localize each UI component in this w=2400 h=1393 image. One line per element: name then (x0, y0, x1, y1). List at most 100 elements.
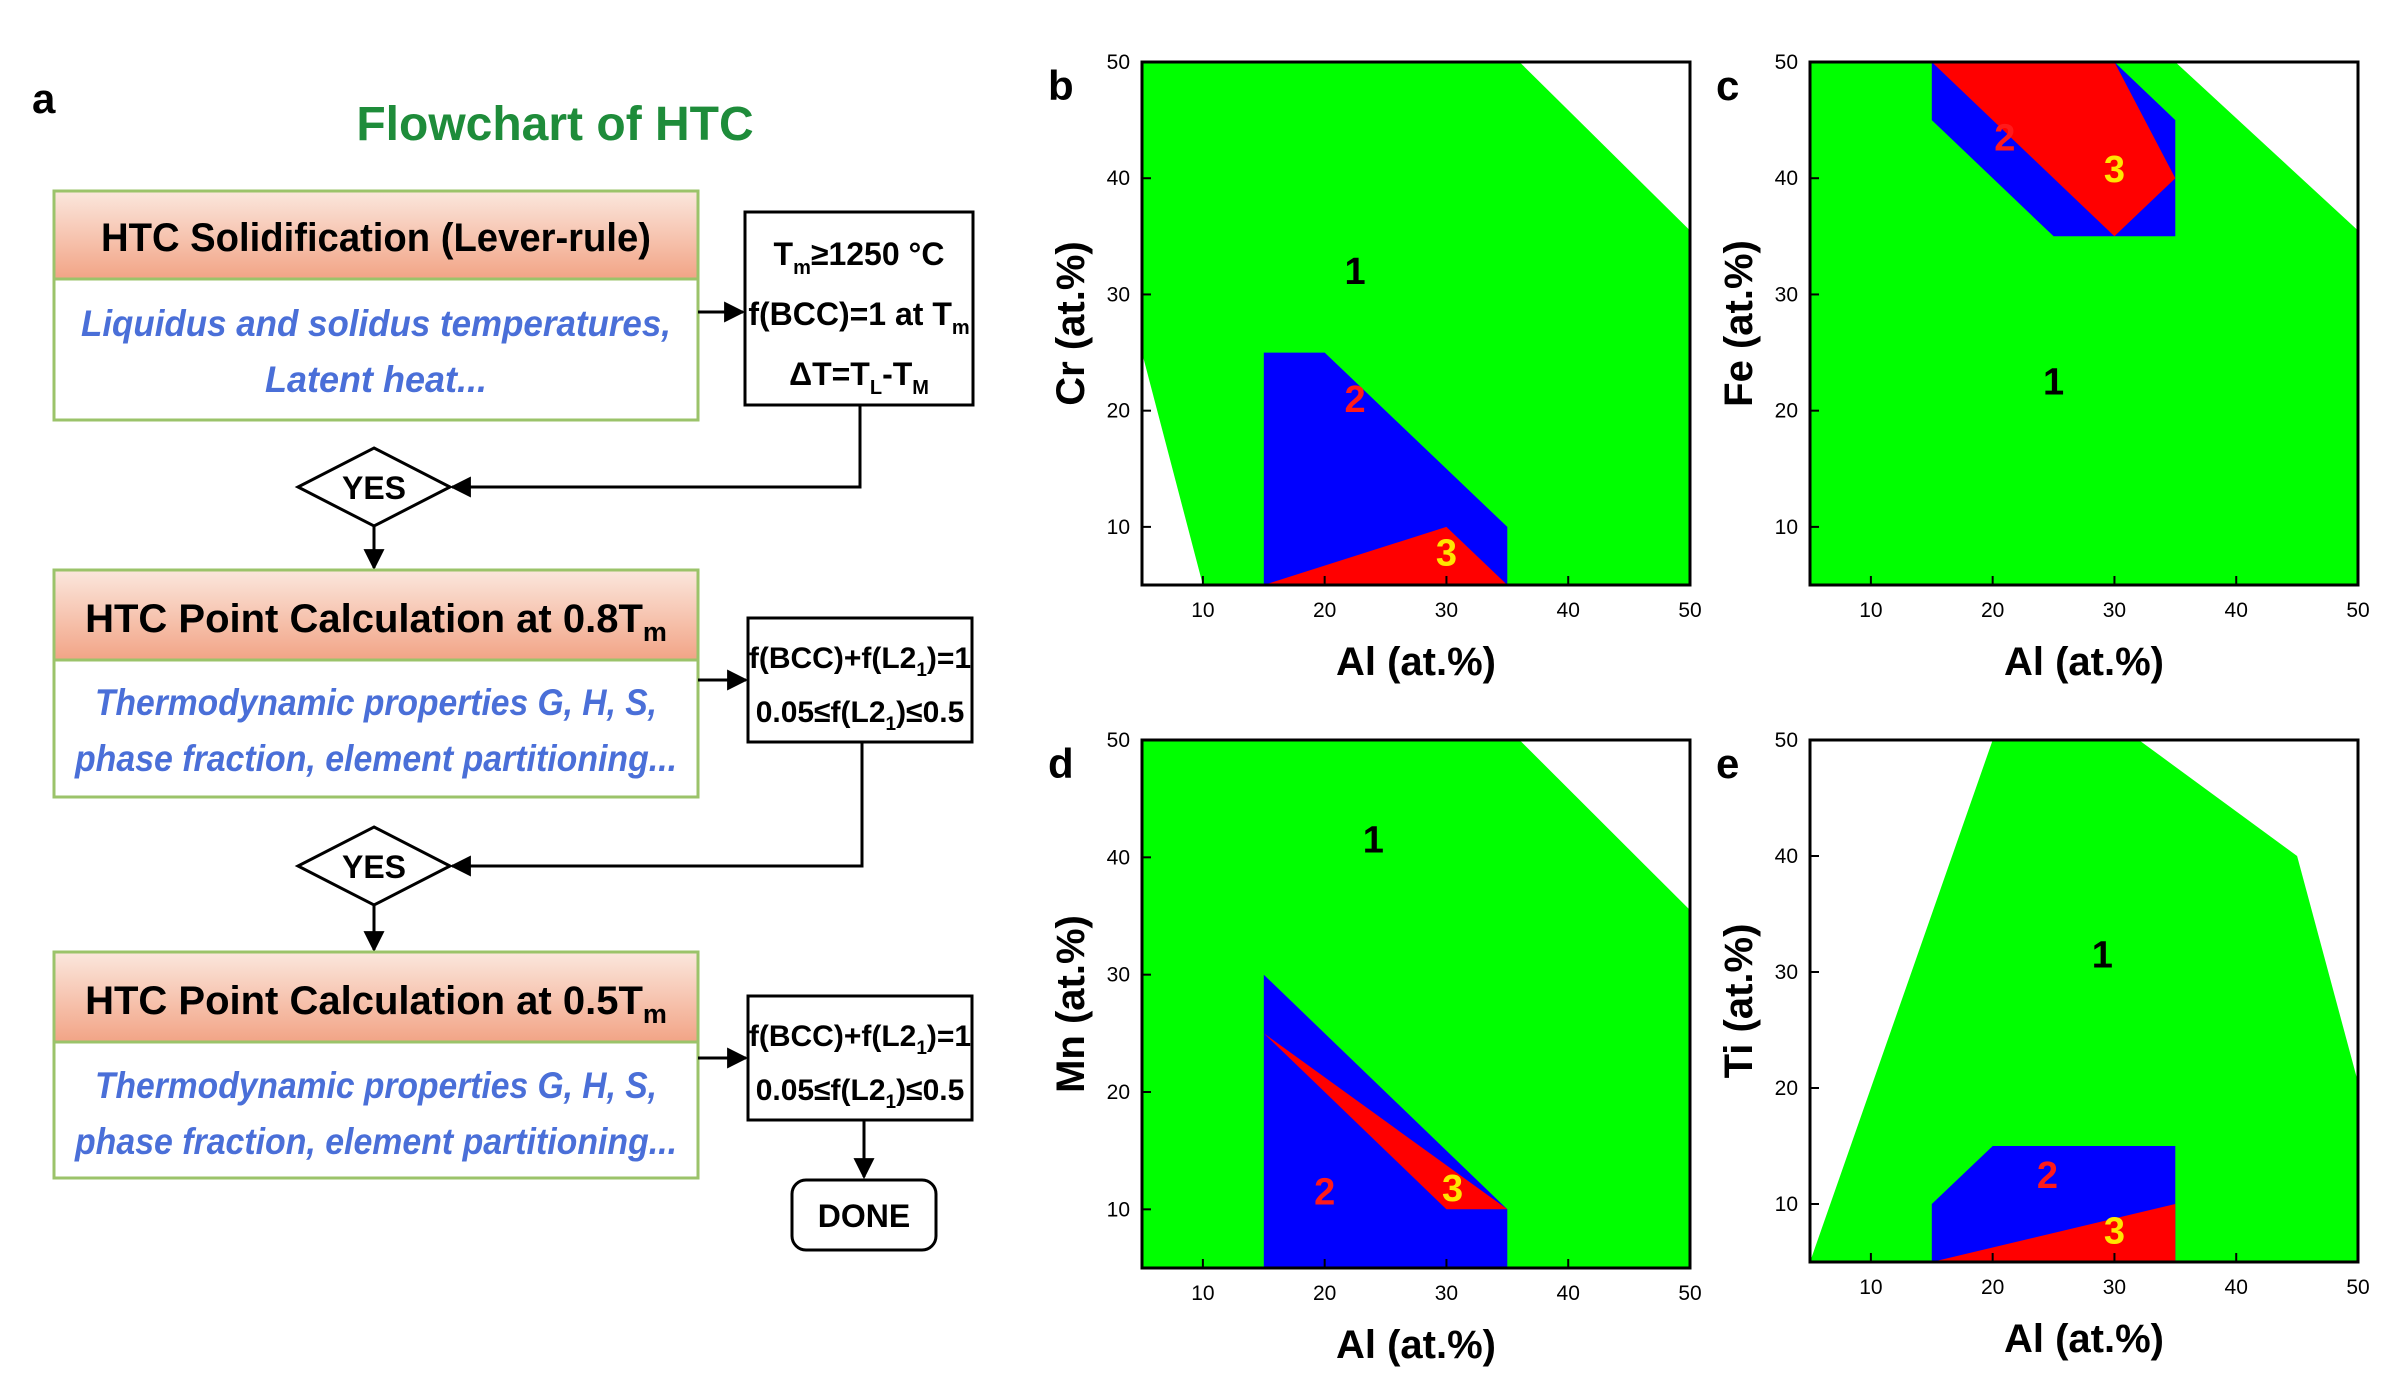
y-tick-label: 20 (1107, 1081, 1130, 1104)
x-tick-label: 40 (1557, 1282, 1580, 1305)
step-1-body-line-2: Latent heat... (265, 359, 487, 400)
region-3-label: 3 (2104, 1211, 2125, 1253)
x-tick-label: 40 (1557, 599, 1580, 622)
y-tick-label: 30 (1775, 283, 1798, 306)
criteria-seg: 1 (886, 714, 897, 735)
step-3-body-box (52, 1040, 700, 1180)
region-1-label: 1 (2092, 935, 2113, 977)
done-label: DONE (818, 1198, 910, 1234)
criteria-seg: f(BCC)+f(L2 (749, 642, 916, 675)
panel-label-c: c (1716, 62, 1739, 109)
x-tick-label: 50 (2346, 1276, 2369, 1299)
panel-label-e: e (1716, 740, 1739, 787)
x-axis-label: Al (at.%) (1336, 640, 1496, 684)
criteria-seg: )≤0.5 (896, 1074, 964, 1107)
step-2-body-line-1: Thermodynamic properties G, H, S, (95, 682, 657, 723)
criteria-box-3 (746, 994, 974, 1122)
region-1-label: 1 (1363, 820, 1384, 862)
criteria-seg: 1 (886, 1092, 897, 1113)
chart-b: 1 2 3 10 20 30 40 50 10 20 30 40 50 Al (at.%) Cr (at.%… (1048, 51, 1702, 684)
step-point-0.8: HTC Point Calculation at 0.8Tm Thermodyn… (52, 568, 974, 953)
x-tick-label: 30 (1435, 1282, 1458, 1305)
criteria-seg: )=1 (927, 1020, 971, 1053)
y-tick-label: 50 (1107, 729, 1130, 752)
y-tick-label: 50 (1775, 51, 1798, 74)
x-tick-label: 20 (1981, 1276, 2004, 1299)
criteria-seg: )=1 (927, 642, 971, 675)
region-3-area (1931, 1204, 2176, 1262)
criteria-3-line-1: f(BCC)+f(L21)=1 (749, 1020, 971, 1059)
criteria-seg: )≤0.5 (896, 696, 964, 729)
region-3-label: 3 (1436, 532, 1457, 574)
criteria-box-1 (743, 210, 975, 407)
x-tick-label: 50 (2346, 599, 2369, 622)
region-1-area (1810, 62, 2358, 585)
x-tick-label: 10 (1859, 1276, 1882, 1299)
criteria-seg: 1 (916, 1038, 927, 1059)
y-tick-label: 20 (1775, 400, 1798, 423)
region-1-label: 1 (1345, 251, 1366, 293)
x-tick-label: 30 (1435, 599, 1458, 622)
arrow-criteria2-to-yes (449, 742, 864, 877)
step-1-header-box (52, 189, 700, 281)
criteria-3-line-2: 0.05≤f(L21)≤0.5 (756, 1074, 965, 1113)
step-1-body-box (52, 277, 700, 422)
step-1-header: HTC Solidification (Lever-rule) (101, 216, 651, 260)
y-tick-label: 30 (1107, 283, 1130, 306)
x-tick-label: 50 (1678, 599, 1701, 622)
y-axis-label: Cr (at.%) (1049, 241, 1093, 405)
region-2-label: 2 (1994, 118, 2015, 160)
decision-1-label: YES (342, 470, 406, 506)
region-2-area (1263, 352, 1508, 585)
x-tick-label: 30 (2103, 599, 2126, 622)
criteria-seg: 0.05≤f(L2 (756, 1074, 886, 1107)
x-tick-label: 40 (2225, 599, 2248, 622)
region-1-area (1810, 740, 2358, 1262)
y-tick-label: 10 (1775, 1193, 1798, 1216)
step-2-body-line-2: phase fraction, element partitioning... (74, 738, 677, 779)
y-tick-label: 30 (1107, 964, 1130, 987)
criteria-seg: -T (882, 356, 913, 392)
criteria-seg: L (870, 377, 882, 399)
panel-label-a: a (32, 75, 56, 122)
criteria-1-line-3: ΔT=TL-TM (789, 356, 929, 399)
step-3-body-line-1: Thermodynamic properties G, H, S, (95, 1065, 657, 1106)
criteria-box-2 (746, 616, 974, 744)
decision-2-label: YES (342, 849, 406, 885)
y-tick-label: 40 (1775, 167, 1798, 190)
x-tick-label: 30 (2103, 1276, 2126, 1299)
y-tick-label: 10 (1107, 1198, 1130, 1221)
plot-frame (1140, 738, 1692, 1270)
criteria-seg: ≥1250 °C (811, 236, 945, 272)
step-3-body-line-2: phase fraction, element partitioning... (74, 1121, 677, 1162)
criteria-1-line-1: Tm≥1250 °C (774, 236, 945, 279)
x-tick-label: 10 (1859, 599, 1882, 622)
flowchart-title: Flowchart of HTC (356, 98, 753, 151)
criteria-2-line-1: f(BCC)+f(L21)=1 (749, 642, 971, 681)
criteria-seg: m (952, 317, 970, 339)
region-3-area (1263, 1033, 1508, 1210)
arrow-criteria1-to-yes (449, 405, 862, 498)
step-3-header-sub: m (643, 999, 667, 1029)
y-axis-label: Ti (at.%) (1717, 924, 1761, 1079)
x-tick-label: 20 (1981, 599, 2004, 622)
y-axis-label: Fe (at.%) (1717, 240, 1761, 407)
flowchart: a Flowchart of HTC HTC Solidification (L… (32, 75, 975, 1252)
y-tick-label: 40 (1107, 846, 1130, 869)
x-tick-label: 50 (1678, 1282, 1701, 1305)
criteria-seg: m (793, 257, 811, 279)
criteria-seg: 0.05≤f(L2 (756, 696, 886, 729)
criteria-seg: T (774, 236, 794, 272)
chart-c: 1 2 3 10 20 30 40 50 10 20 30 40 50 Al (at.%) Fe (at.%… (1716, 51, 2370, 684)
region-2-label: 2 (1345, 379, 1366, 421)
criteria-seg: f(BCC)+f(L2 (749, 1020, 916, 1053)
criteria-seg: M (912, 377, 929, 399)
panel-label-b: b (1048, 62, 1074, 109)
y-tick-label: 20 (1775, 1077, 1798, 1100)
region-3-area (1263, 526, 1508, 585)
y-tick-label: 10 (1775, 516, 1798, 539)
step-solidification: HTC Solidification (Lever-rule) Liquidus… (52, 189, 975, 571)
panel-label-d: d (1048, 740, 1074, 787)
x-axis-label: Al (at.%) (2004, 640, 2164, 684)
